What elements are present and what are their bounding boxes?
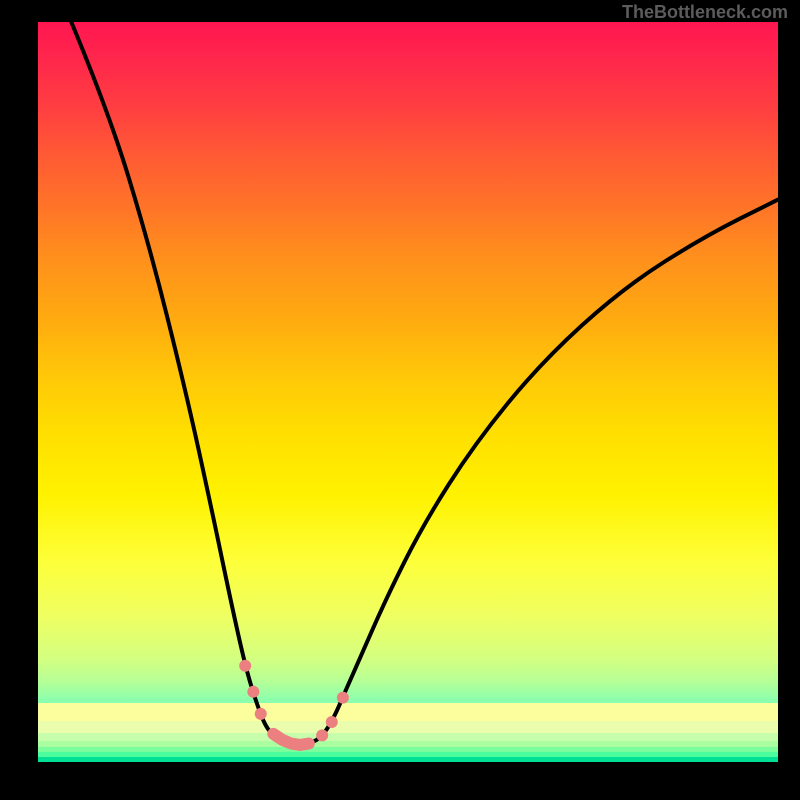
watermark-text: TheBottleneck.com (622, 2, 788, 23)
bottom-stripe (38, 703, 778, 721)
chart-container: TheBottleneck.com (0, 0, 800, 800)
bottom-stripe (38, 733, 778, 741)
chart-plot-area (38, 22, 778, 762)
bottom-stripe (38, 721, 778, 733)
bottom-stripe (38, 757, 778, 762)
